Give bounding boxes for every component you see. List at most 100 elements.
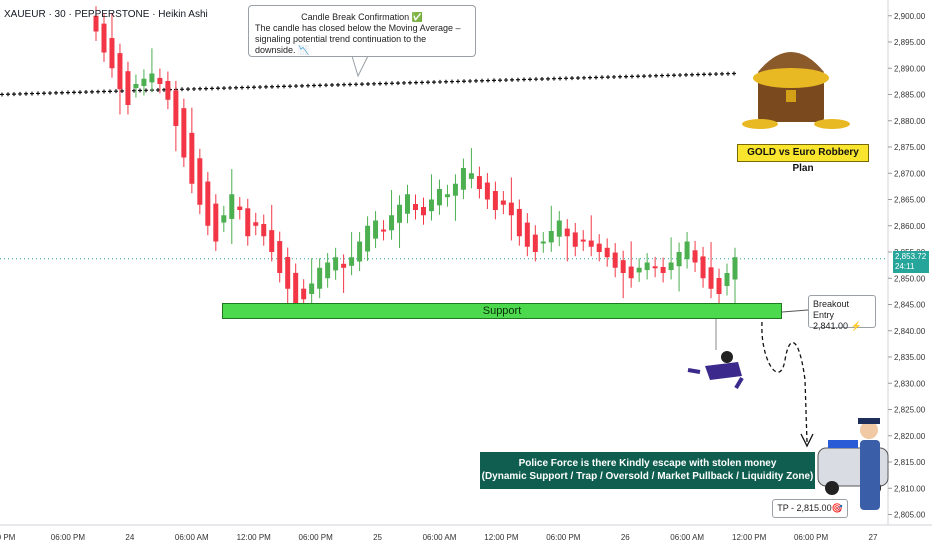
candle-body [205, 181, 211, 226]
candle-body [189, 132, 195, 184]
x-tick-label: 12:00 PM [732, 533, 767, 542]
x-tick-label: 27 [869, 533, 878, 542]
ma-marker [576, 75, 580, 80]
ma-marker [486, 78, 490, 83]
y-tick-label: 2,890.00 [894, 64, 926, 73]
ma-marker [354, 82, 358, 87]
ma-marker [528, 77, 532, 82]
ma-marker [84, 90, 88, 95]
x-tick-label: 06:00 AM [175, 533, 209, 542]
support-zone[interactable]: Support [222, 303, 782, 319]
ma-marker [450, 79, 454, 84]
ma-marker [186, 87, 190, 92]
ma-marker [672, 73, 676, 78]
candle-body [676, 252, 682, 267]
ma-marker [618, 74, 622, 79]
candle-body [261, 224, 267, 237]
x-tick-label: 06:00 PM [299, 533, 334, 542]
ma-marker [654, 73, 658, 78]
candle-body [373, 220, 379, 239]
police-line2: (Dynamic Support / Trap / Oversold / Mar… [481, 471, 814, 482]
candle-body [133, 84, 139, 89]
candle-body [157, 77, 163, 84]
ma-marker [12, 92, 16, 97]
ma-marker [720, 71, 724, 76]
candle-body [492, 191, 498, 210]
ma-marker [558, 76, 562, 81]
candle-body [173, 90, 179, 126]
ma-marker [690, 72, 694, 77]
y-tick-label: 2,900.00 [894, 12, 926, 21]
ma-marker [228, 85, 232, 90]
candle-body [636, 267, 642, 273]
ma-marker [42, 91, 46, 96]
ma-marker [96, 89, 100, 94]
y-tick-label: 2,895.00 [894, 38, 926, 47]
y-tick-label: 2,860.00 [894, 222, 926, 231]
ma-marker [156, 87, 160, 92]
candle-body [117, 53, 123, 90]
ma-marker [318, 83, 322, 88]
ma-marker [210, 86, 214, 91]
ma-marker [300, 83, 304, 88]
ma-marker [90, 89, 94, 94]
candle-body [724, 273, 730, 287]
robbery-plan-label: GOLD vs Euro Robbery Plan [737, 144, 869, 174]
candle-body [620, 260, 626, 273]
police-warning-banner: Police Force is there Kindly escape with… [480, 452, 815, 489]
candle-body [668, 262, 674, 271]
y-tick-label: 2,810.00 [894, 484, 926, 493]
callout-pointer [351, 55, 369, 78]
ma-marker [306, 83, 310, 88]
ma-marker [384, 81, 388, 86]
candle-body [700, 256, 706, 279]
y-tick-label: 2,815.00 [894, 458, 926, 467]
candle-body [532, 234, 538, 252]
ma-marker [360, 82, 364, 87]
ma-marker [462, 79, 466, 84]
candle-body [548, 231, 554, 243]
ma-marker [342, 82, 346, 87]
y-tick-label: 2,885.00 [894, 91, 926, 100]
chest-lid [758, 52, 824, 72]
candle-body [221, 215, 227, 223]
x-tick-label: 26 [621, 533, 630, 542]
ma-marker [108, 89, 112, 94]
candle-body [476, 176, 482, 189]
breakout-pointer-line [781, 309, 809, 313]
officer-cap [858, 418, 880, 424]
ma-marker [48, 91, 52, 96]
candle-body [652, 266, 658, 269]
ma-marker [378, 81, 382, 86]
ma-marker [702, 72, 706, 77]
ma-marker [510, 77, 514, 82]
candle-body [580, 239, 586, 242]
candle-body [524, 222, 530, 247]
escape-path-arrow [761, 321, 808, 443]
candle-body [660, 267, 666, 273]
ma-marker [282, 84, 286, 89]
siren-light [828, 440, 858, 448]
candle-body [508, 202, 514, 216]
ma-marker [540, 77, 544, 82]
candle-body [277, 241, 283, 273]
candle-break-callout[interactable]: Candle Break Confirmation ✅ The candle h… [248, 5, 476, 57]
x-axis: 0 PM 06:00 PM 24 06:00 AM 12:00 PM 06:00 PM 25… [0, 524, 932, 542]
take-profit-label[interactable]: TP - 2,815.00🎯 [772, 499, 848, 518]
car-wheel-front [825, 481, 839, 495]
ma-marker [60, 90, 64, 95]
ma-marker [294, 84, 298, 89]
ma-marker [138, 88, 142, 93]
breakout-entry-label[interactable]: Breakout Entry 2,841.00 ⚡ [808, 295, 876, 331]
candle-body [125, 71, 131, 105]
candle-body [93, 15, 99, 32]
candle-body [540, 241, 546, 244]
ma-marker [6, 92, 10, 97]
ma-marker [408, 80, 412, 85]
ma-marker [648, 73, 652, 78]
candle-body [229, 194, 235, 219]
x-tick-label: 06:00 PM [546, 533, 581, 542]
x-tick-label: 06:00 AM [670, 533, 704, 542]
candle-body [293, 272, 299, 305]
